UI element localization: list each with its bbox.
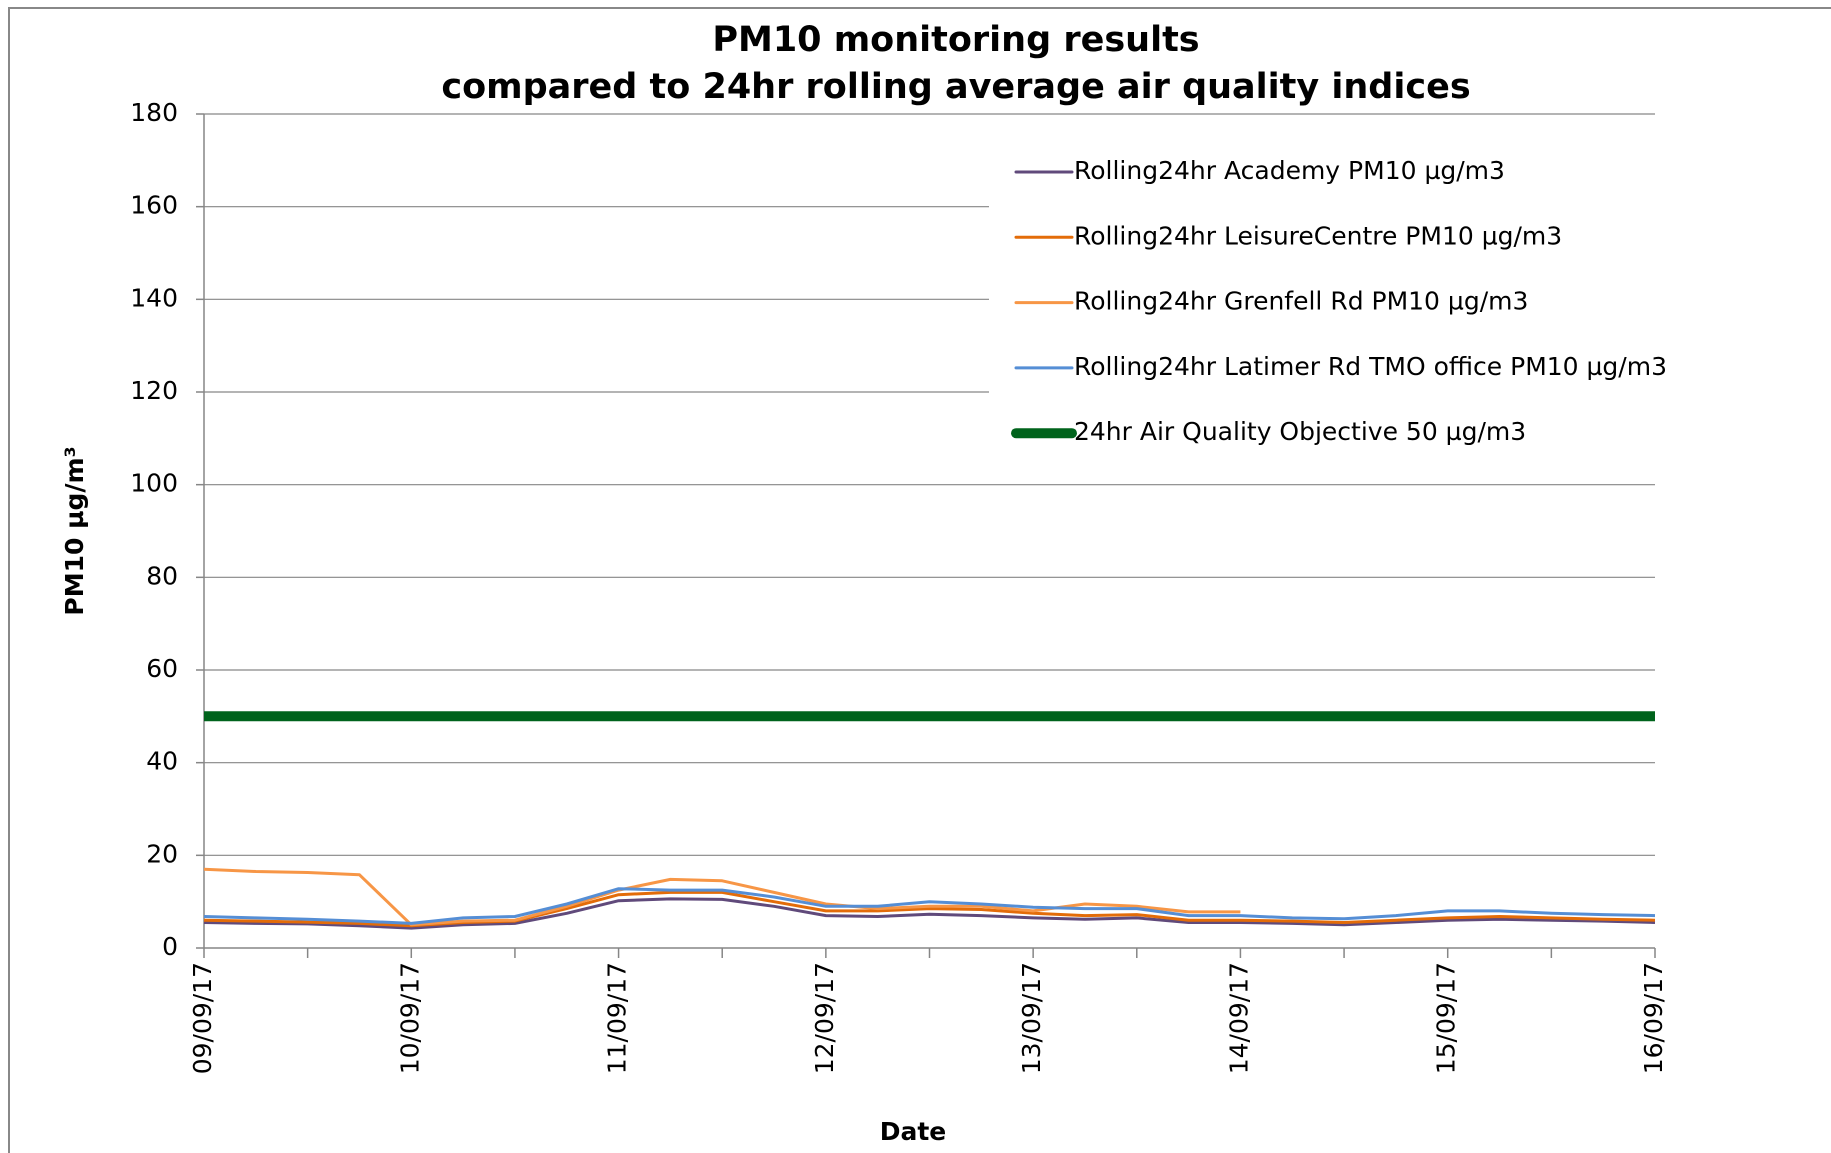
chart-title: PM10 monitoring results (712, 20, 1199, 60)
x-tick-label: 14/09/17 (1224, 962, 1253, 1074)
x-tick-label: 12/09/17 (810, 962, 839, 1074)
y-tick-label: 140 (130, 283, 178, 312)
y-tick-label: 120 (130, 376, 178, 405)
y-tick-label: 160 (130, 191, 178, 220)
legend-label: Rolling24hr Academy PM10 µg/m3 (1074, 156, 1505, 185)
legend-label: Rolling24hr LeisureCentre PM10 µg/m3 (1074, 221, 1562, 250)
y-axis-label: PM10 µg/m³ (60, 446, 89, 615)
y-tick-label: 20 (146, 839, 178, 868)
legend-label: Rolling24hr Grenfell Rd PM10 µg/m3 (1074, 287, 1528, 316)
y-tick-label: 180 (130, 98, 178, 127)
x-tick-label: 10/09/17 (395, 962, 424, 1074)
legend-box (989, 130, 1789, 477)
legend-label: 24hr Air Quality Objective 50 µg/m3 (1074, 417, 1526, 446)
x-tick-label: 16/09/17 (1639, 962, 1668, 1074)
y-tick-label: 60 (146, 654, 178, 683)
y-tick-label: 0 (162, 932, 178, 961)
x-tick-label: 09/09/17 (188, 962, 217, 1074)
y-tick-label: 40 (146, 747, 178, 776)
x-tick-label: 15/09/17 (1432, 962, 1461, 1074)
x-axis-label: Date (880, 1117, 947, 1146)
x-tick-label: 13/09/17 (1017, 962, 1046, 1074)
y-tick-label: 100 (130, 469, 178, 498)
series-line (203, 887, 1656, 925)
y-tick-label: 80 (146, 561, 178, 590)
series-line (203, 867, 1241, 927)
series-line (203, 897, 1656, 930)
legend-label: Rolling24hr Latimer Rd TMO office PM10 µ… (1074, 352, 1667, 381)
chart-subtitle: compared to 24hr rolling average air qua… (441, 67, 1470, 107)
x-tick-label: 11/09/17 (603, 962, 632, 1074)
